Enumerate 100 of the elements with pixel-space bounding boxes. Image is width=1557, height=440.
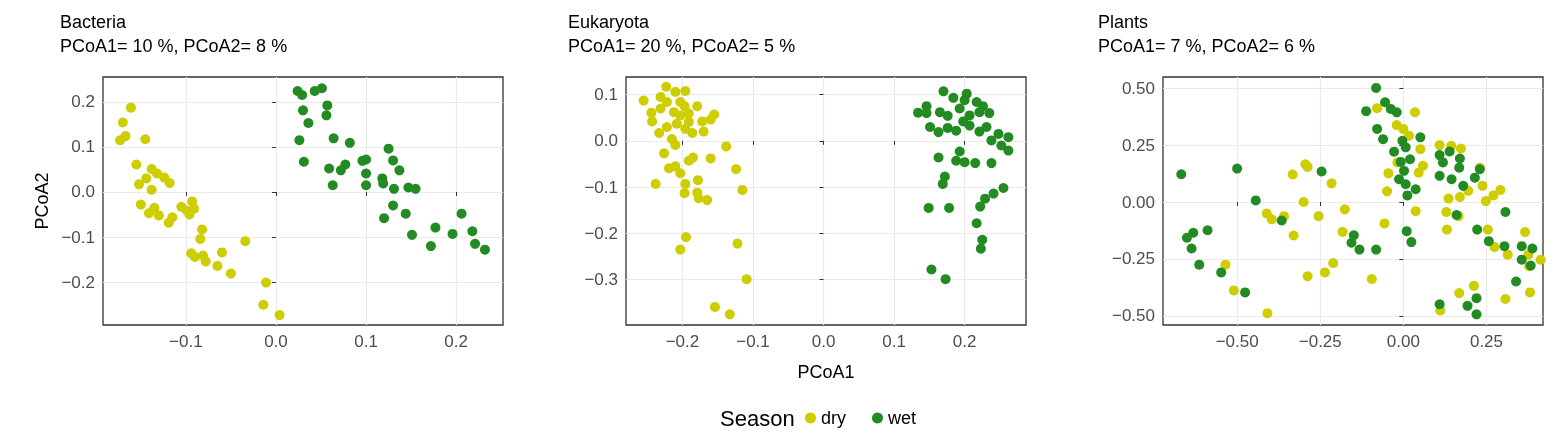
point xyxy=(1302,271,1313,282)
point xyxy=(975,243,986,254)
point xyxy=(650,178,661,189)
point xyxy=(361,180,372,191)
point xyxy=(328,133,339,144)
point xyxy=(670,140,681,151)
chart-subtitle: PCoA1= 20 %, PCoA2= 5 % xyxy=(568,36,796,56)
point xyxy=(298,105,308,116)
point xyxy=(680,178,691,189)
point xyxy=(261,277,272,288)
point xyxy=(1500,207,1511,218)
chart-title: Eukaryota xyxy=(568,12,651,32)
point xyxy=(316,83,327,94)
point xyxy=(303,118,314,128)
point xyxy=(1400,179,1411,190)
point xyxy=(1328,258,1339,269)
point xyxy=(456,208,467,219)
point xyxy=(741,274,752,285)
point xyxy=(1413,167,1424,178)
point xyxy=(274,310,285,321)
point xyxy=(693,193,704,204)
point xyxy=(683,116,694,127)
point xyxy=(1366,274,1377,284)
point xyxy=(1525,287,1536,298)
x-tick-label: −0.2 xyxy=(665,332,700,351)
point xyxy=(1372,123,1383,134)
point xyxy=(1401,226,1412,237)
point xyxy=(1399,165,1410,176)
point xyxy=(258,299,269,310)
point xyxy=(1404,130,1415,141)
point xyxy=(1441,224,1452,235)
point xyxy=(940,274,951,285)
point xyxy=(923,202,934,213)
point xyxy=(1520,227,1531,238)
point xyxy=(959,95,970,106)
point xyxy=(1313,211,1324,222)
point xyxy=(1181,232,1192,243)
point xyxy=(1216,267,1227,278)
point xyxy=(1417,160,1428,171)
point xyxy=(996,140,1007,151)
point xyxy=(970,158,981,169)
point xyxy=(1380,97,1391,108)
point xyxy=(407,229,418,240)
point xyxy=(1462,300,1473,311)
point xyxy=(1378,134,1389,145)
point xyxy=(321,110,332,121)
legend-label: dry xyxy=(821,408,847,428)
y-tick-label: −0.25 xyxy=(1111,249,1155,269)
point xyxy=(1220,259,1231,270)
point xyxy=(724,309,735,320)
point xyxy=(1316,166,1327,177)
point xyxy=(948,92,959,103)
point xyxy=(1415,132,1426,143)
point xyxy=(1339,204,1350,215)
point xyxy=(479,244,490,255)
point xyxy=(687,127,698,138)
point xyxy=(1502,249,1513,260)
point xyxy=(400,208,411,219)
point xyxy=(1202,225,1213,236)
point xyxy=(942,110,953,121)
point xyxy=(655,103,666,114)
y-tick-label: 0.1 xyxy=(594,85,618,105)
point xyxy=(125,102,136,113)
point xyxy=(1379,218,1390,229)
x-tick-label: −0.25 xyxy=(1298,332,1342,351)
x-axis-title: PCoA1 xyxy=(797,362,855,382)
point xyxy=(141,173,152,184)
x-tick-label: 0.1 xyxy=(882,332,906,351)
x-tick-label: 0.2 xyxy=(952,332,977,351)
point xyxy=(117,117,128,128)
point xyxy=(197,224,208,235)
point xyxy=(131,159,142,170)
point xyxy=(975,201,986,212)
x-tick-label: 0.00 xyxy=(1386,332,1420,351)
point xyxy=(1354,244,1365,255)
point xyxy=(680,232,691,243)
point xyxy=(1266,214,1277,225)
point xyxy=(680,85,691,96)
point xyxy=(388,200,399,211)
point xyxy=(980,193,991,204)
point xyxy=(389,183,399,194)
point xyxy=(964,110,975,121)
y-tick-label: −0.2 xyxy=(584,223,618,243)
point xyxy=(1472,224,1483,235)
point xyxy=(971,218,982,229)
point xyxy=(1437,157,1448,168)
y-tick-label: 0.50 xyxy=(1121,78,1155,98)
point xyxy=(1003,145,1014,156)
y-tick-label: −0.50 xyxy=(1111,306,1155,326)
point xyxy=(1434,140,1445,151)
point xyxy=(467,226,478,237)
point xyxy=(698,126,709,137)
y-tick-label: 0.0 xyxy=(71,182,95,202)
point xyxy=(425,241,436,252)
point xyxy=(974,107,985,118)
point xyxy=(1250,195,1261,206)
point xyxy=(670,86,681,97)
point xyxy=(1434,299,1445,310)
point xyxy=(1410,184,1421,195)
point xyxy=(1535,254,1546,265)
